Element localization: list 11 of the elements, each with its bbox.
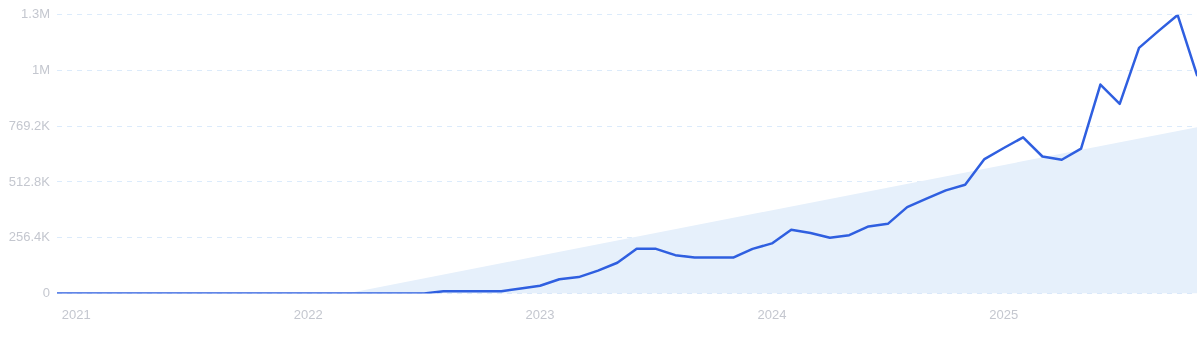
x-tick-label: 2024 xyxy=(757,306,787,322)
y-tick-label: 1.3M xyxy=(21,6,50,22)
x-tick-label: 2022 xyxy=(293,306,323,322)
y-tick-label: 1M xyxy=(31,62,50,78)
x-tick-label: 2021 xyxy=(61,306,91,322)
y-tick-label: 256.4K xyxy=(8,229,51,245)
x-tick-label: 2023 xyxy=(525,306,555,322)
y-tick-label: 512.8K xyxy=(8,173,51,189)
y-tick-label: 0 xyxy=(42,284,50,300)
x-tick-label: 2025 xyxy=(989,306,1019,322)
y-tick-label: 769.2K xyxy=(8,117,51,133)
